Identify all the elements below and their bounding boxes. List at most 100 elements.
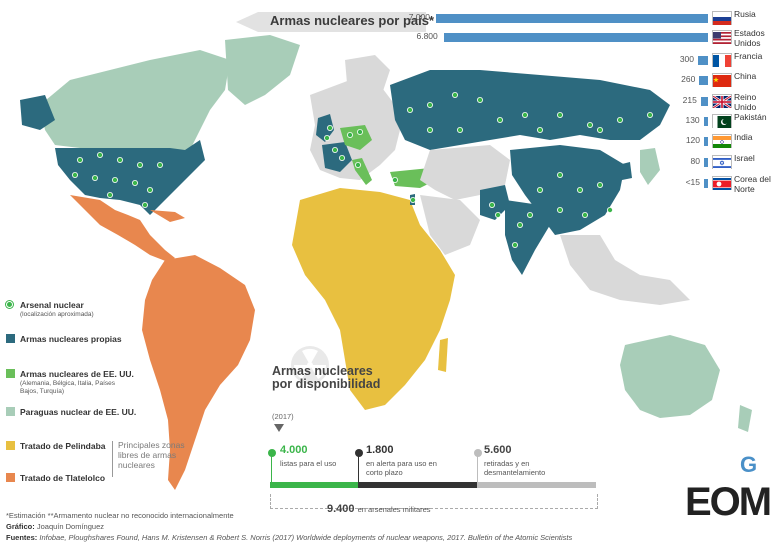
retired-desc: retiradas y en desmantelamiento [484, 459, 546, 477]
arsenal-marker [409, 196, 416, 203]
legend-arsenal: Arsenal nuclear [20, 300, 84, 310]
arsenal-marker [72, 171, 79, 178]
arsenal-marker [356, 128, 363, 135]
ready-segment [270, 482, 358, 488]
arsenal-marker [607, 206, 614, 213]
ready-desc: listas para el uso [280, 459, 337, 468]
country-row: 215 Reino Unido [0, 91, 775, 112]
country-value: 7.000 [408, 12, 430, 22]
alert-number: 1.800 [366, 444, 394, 456]
legend-pelindaba: Tratado de Pelindaba [20, 441, 106, 451]
alert-segment [358, 482, 477, 488]
country-value: 120 [685, 135, 700, 145]
country-bar [443, 33, 708, 42]
arsenal-marker [92, 174, 99, 181]
arsenal-marker [391, 176, 398, 183]
arsenal-marker [557, 112, 564, 119]
arsenal-marker [597, 181, 604, 188]
arsenal-marker [326, 125, 333, 132]
region-china [510, 145, 625, 235]
country-name: Pakistán [734, 112, 767, 122]
arsenal-marker [97, 151, 104, 158]
availability-title: Armas nucleares por disponibilidad [272, 364, 381, 391]
region-north-korea [618, 162, 632, 180]
title-banner [236, 12, 426, 32]
region-south-america [142, 255, 255, 490]
region-pakistan [480, 185, 510, 220]
flag-pk-icon [712, 114, 732, 128]
flag-uk-icon [712, 94, 732, 109]
page-title: Armas nucleares por país* [270, 13, 435, 28]
region-us-hosts [340, 125, 372, 150]
arsenal-marker [107, 191, 114, 198]
country-row: 260 China [0, 70, 775, 90]
total-bracket [270, 494, 598, 509]
total-number: 9.400 [327, 503, 355, 515]
arsenal-marker [577, 186, 584, 193]
umbrella-swatch [6, 407, 15, 416]
arsenal-marker [522, 112, 529, 119]
retired-segment [477, 482, 596, 488]
us-weapons-swatch [6, 369, 15, 378]
region-new-zealand [738, 405, 752, 432]
country-value: 300 [679, 54, 694, 64]
region-canada [40, 50, 230, 150]
legend-arsenal-sub: (localización aproximada) [20, 311, 94, 318]
ready-number: 4.000 [280, 444, 308, 456]
region-india [505, 200, 550, 275]
arsenal-marker [456, 127, 463, 134]
country-bar [704, 179, 708, 188]
arsenal-marker [527, 211, 534, 218]
arsenal-marker [557, 206, 564, 213]
region-france [322, 142, 352, 172]
legend-us-weapons-sub: (Alemania, Bélgica, Italia, Países Bajos… [20, 380, 116, 395]
arsenal-marker [112, 176, 119, 183]
legend-tlatelolco: Tratado de Tlatelolco [20, 473, 106, 483]
country-row: <15 Corea del Norte [0, 173, 775, 194]
region-caribbean [150, 210, 185, 222]
country-bar [436, 14, 708, 23]
arsenal-marker [512, 241, 519, 248]
country-row: 120 India [0, 131, 775, 151]
legend-us-weapons: Armas nucleares de EE. UU. [20, 369, 134, 379]
country-bar [699, 76, 708, 85]
graphic-author: Joaquín Domínguez [36, 522, 104, 531]
country-name: Francia [734, 51, 763, 61]
radiation-icon [291, 346, 329, 384]
arsenal-marker [406, 107, 413, 114]
arsenal-marker [537, 127, 544, 134]
pelindaba-swatch [6, 441, 15, 450]
ready-dot [268, 449, 276, 457]
alert-desc: en alerta para uso en corto plazo [366, 459, 437, 477]
arsenal-marker [136, 161, 143, 168]
graphic-credit: Gráfico: Joaquín Domínguez [6, 522, 104, 531]
region-japan [640, 148, 660, 185]
region-mexico [70, 195, 175, 262]
country-value: 260 [681, 74, 696, 84]
arsenal-marker [141, 201, 148, 208]
arsenal-marker [647, 112, 654, 119]
arsenal-marker [597, 127, 604, 134]
country-name: Rusia [734, 9, 756, 19]
country-row: 7.000 Rusia [0, 8, 775, 28]
legend-zones: Principales zonas libres de armas nuclea… [118, 440, 185, 470]
own-swatch [6, 334, 15, 343]
flag-ru-icon [712, 11, 732, 25]
country-name: Corea del Norte [734, 174, 771, 194]
sources-text: Infobae, Ploughshares Found, Hans M. Kri… [39, 533, 573, 542]
country-value: 215 [682, 95, 697, 105]
arsenal-marker [331, 146, 338, 153]
arsenal-marker [338, 154, 345, 161]
flag-in-icon [712, 134, 732, 148]
country-row: 300 Francia [0, 50, 775, 70]
ready-line [271, 455, 272, 483]
arsenal-marker [426, 127, 433, 134]
flag-kp-icon [712, 176, 732, 190]
arsenal-marker [117, 156, 124, 163]
sources-credit: Fuentes: Infobae, Ploughshares Found, Ha… [6, 533, 572, 542]
legend-own: Armas nucleares propias [20, 334, 122, 344]
region-central-asia [420, 145, 510, 200]
country-bar [704, 137, 708, 146]
arsenal-marker [156, 161, 163, 168]
